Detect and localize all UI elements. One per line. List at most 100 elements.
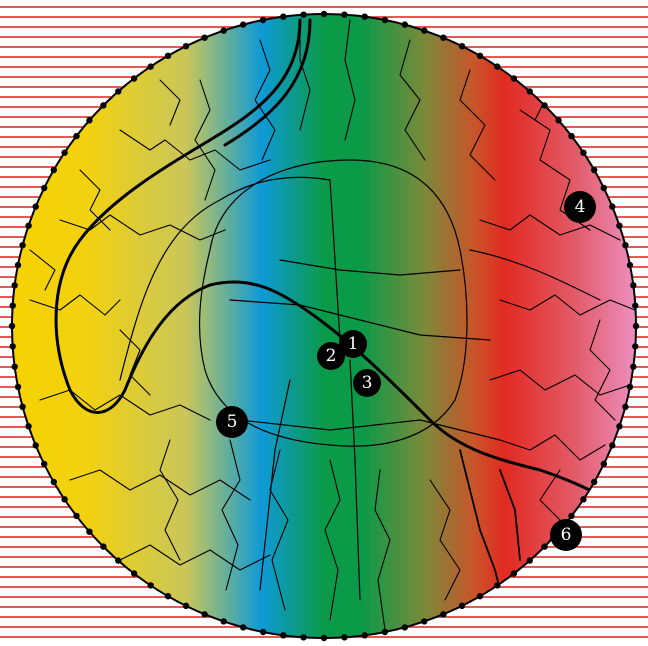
inner-ring bbox=[119, 159, 601, 601]
boundary-station bbox=[555, 117, 562, 124]
boundary-station bbox=[421, 618, 428, 625]
markers: 1 2 3 4 5 6 bbox=[216, 191, 596, 551]
boundary-station bbox=[361, 13, 368, 20]
marker-3-label: 3 bbox=[362, 373, 373, 393]
boundary-station bbox=[25, 423, 32, 430]
boundary-station bbox=[9, 302, 16, 309]
boundary-station bbox=[630, 282, 637, 289]
marker-1[interactable]: 1 bbox=[339, 330, 367, 358]
boundary-station bbox=[50, 478, 57, 486]
boundary-station bbox=[381, 628, 389, 636]
boundary-station bbox=[14, 383, 22, 391]
boundary-station bbox=[147, 582, 154, 589]
boundary-station bbox=[280, 632, 287, 639]
boundary-station bbox=[341, 11, 348, 18]
boundary-station bbox=[541, 102, 548, 109]
boundary-station bbox=[11, 363, 18, 370]
boundary-station bbox=[600, 184, 607, 192]
marker-1-label: 1 bbox=[348, 334, 359, 354]
boundary-station bbox=[568, 132, 575, 140]
boundary-station bbox=[458, 602, 466, 609]
boundary-station bbox=[320, 634, 328, 642]
boundary-station bbox=[41, 184, 48, 192]
boundary-station bbox=[401, 21, 408, 28]
boundary-station bbox=[300, 11, 307, 18]
boundary-station bbox=[440, 611, 447, 618]
marker-6[interactable]: 6 bbox=[550, 519, 582, 551]
boundary-station bbox=[381, 16, 389, 24]
disc-fill bbox=[12, 14, 636, 638]
boundary-station bbox=[220, 27, 227, 34]
boundary-station bbox=[616, 222, 623, 229]
marker-4[interactable]: 4 bbox=[564, 191, 596, 223]
boundary-station bbox=[50, 166, 57, 174]
boundary-station bbox=[8, 322, 16, 330]
boundary-station bbox=[201, 611, 208, 618]
boundary-station bbox=[164, 52, 172, 59]
boundary-station bbox=[494, 582, 501, 589]
boundary-station bbox=[526, 557, 533, 564]
boundary-station bbox=[526, 88, 533, 95]
boundary-station bbox=[182, 602, 190, 609]
boundary-stations bbox=[8, 10, 640, 642]
marker-6-label: 6 bbox=[561, 525, 572, 545]
boundary-station bbox=[421, 27, 428, 34]
boundary-station bbox=[73, 512, 80, 520]
boundary-station bbox=[130, 75, 138, 82]
boundary-station bbox=[510, 75, 518, 82]
marker-2[interactable]: 2 bbox=[317, 342, 345, 370]
boundary-station bbox=[164, 593, 172, 600]
boundary-station bbox=[100, 102, 107, 109]
boundary-station bbox=[458, 43, 466, 50]
boundary-station bbox=[19, 403, 26, 410]
boundary-station bbox=[11, 282, 18, 289]
boundary-station bbox=[541, 543, 548, 550]
marker-3[interactable]: 3 bbox=[353, 369, 381, 397]
boundary-station bbox=[622, 242, 629, 249]
boundary-station bbox=[61, 149, 68, 156]
boundary-station bbox=[86, 117, 93, 124]
boundary-station bbox=[632, 302, 639, 309]
boundary-station bbox=[86, 528, 93, 535]
boundary-station bbox=[591, 478, 598, 486]
boundary-station bbox=[626, 261, 634, 269]
boundary-station bbox=[632, 343, 639, 350]
boundary-station bbox=[100, 543, 107, 550]
boundary-station bbox=[201, 34, 208, 41]
boundary-station bbox=[320, 10, 328, 18]
map-disc bbox=[8, 10, 640, 642]
boundary-station bbox=[259, 628, 267, 636]
boundary-station bbox=[61, 496, 68, 503]
boundary-station bbox=[240, 21, 247, 28]
boundary-station bbox=[401, 624, 408, 631]
boundary-station bbox=[25, 222, 32, 229]
boundary-station bbox=[494, 63, 501, 70]
boundary-station bbox=[182, 43, 190, 50]
marker-5[interactable]: 5 bbox=[216, 406, 248, 438]
boundary-station bbox=[600, 460, 607, 468]
boundary-station bbox=[147, 63, 154, 70]
boundary-station bbox=[630, 363, 637, 370]
boundary-station bbox=[130, 570, 138, 577]
boundary-station bbox=[41, 460, 48, 468]
boundary-station bbox=[9, 343, 16, 350]
boundary-station bbox=[220, 618, 227, 625]
boundary-station bbox=[626, 383, 634, 391]
boundary-station bbox=[73, 132, 80, 140]
boundary-station bbox=[510, 570, 518, 577]
boundary-station bbox=[280, 13, 287, 20]
boundary-station bbox=[115, 88, 122, 95]
boundary-station bbox=[580, 496, 587, 503]
boundary-station bbox=[300, 634, 307, 641]
boundary-station bbox=[476, 52, 484, 59]
boundary-station bbox=[580, 149, 587, 156]
boundary-station bbox=[115, 557, 122, 564]
boundary-station bbox=[19, 242, 26, 249]
boundary-station bbox=[341, 634, 348, 641]
boundary-station bbox=[609, 442, 616, 449]
boundary-station bbox=[616, 423, 623, 430]
boundary-station bbox=[568, 512, 575, 520]
boundary-station bbox=[361, 632, 368, 639]
marker-5-label: 5 bbox=[227, 412, 238, 432]
